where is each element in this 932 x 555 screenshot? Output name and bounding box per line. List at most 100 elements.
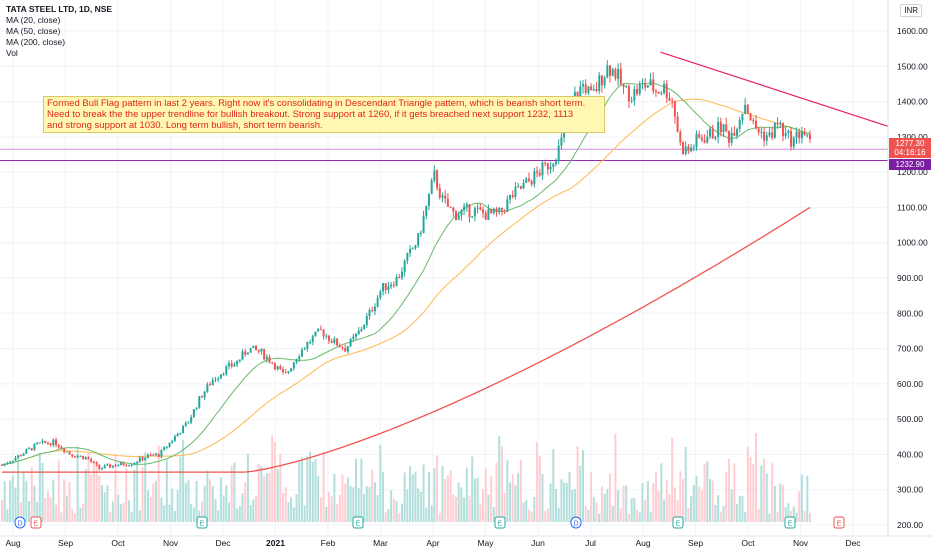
candle-body <box>114 465 117 467</box>
volume-bar <box>657 491 660 522</box>
volume-bar <box>192 507 195 522</box>
candle-body <box>152 454 155 456</box>
volume-bar <box>609 473 612 522</box>
event-marker[interactable] <box>784 516 796 529</box>
time-tick-label: Jun <box>531 538 545 548</box>
volume-bar <box>790 510 793 522</box>
volume-bar <box>55 504 58 522</box>
candle-body <box>157 453 160 457</box>
candle-body <box>471 216 474 218</box>
volume-bar <box>365 486 368 522</box>
volume-bar <box>746 446 749 522</box>
volume-bar <box>163 505 166 522</box>
candle-body <box>309 341 312 343</box>
volume-bar <box>736 504 739 522</box>
volume-bar <box>236 508 239 522</box>
volume-bar <box>563 482 566 522</box>
volume-bar <box>82 503 85 522</box>
volume-bar <box>1 500 3 522</box>
legend-ma20[interactable]: MA (20, close) <box>6 15 61 25</box>
time-tick-label: Dec <box>845 538 861 548</box>
event-marker[interactable] <box>352 516 364 529</box>
candle-body <box>617 68 620 79</box>
candle-body <box>306 342 309 349</box>
candle-body <box>709 128 712 137</box>
trendline <box>660 51 889 127</box>
volume-bar <box>668 494 671 522</box>
candle-body <box>619 68 622 85</box>
volume-bar <box>211 486 214 522</box>
volume-bar <box>249 505 252 522</box>
volume-bar <box>173 510 176 522</box>
event-marker[interactable] <box>672 516 684 529</box>
candle-body <box>379 291 382 298</box>
candle-body <box>636 89 639 94</box>
volume-bar <box>9 480 12 522</box>
candle-body <box>595 89 598 92</box>
volume-bar <box>3 481 6 522</box>
candle-body <box>546 163 549 170</box>
currency-badge[interactable]: INR <box>900 4 922 17</box>
candle-body <box>727 131 730 143</box>
candle-body <box>441 195 444 198</box>
event-marker[interactable] <box>570 516 582 529</box>
candle-body <box>73 456 76 458</box>
candle-body <box>263 349 266 360</box>
volume-bar <box>117 494 120 522</box>
legend-ma50[interactable]: MA (50, close) <box>6 26 61 36</box>
time-tick-label: Feb <box>321 538 336 548</box>
event-marker[interactable] <box>494 516 506 529</box>
descending-trendline[interactable] <box>660 51 889 127</box>
candle-body <box>314 331 317 337</box>
annotation-note[interactable]: Formed Bull Flag pattern in last 2 years… <box>43 96 605 133</box>
event-marker[interactable] <box>14 516 26 529</box>
volume-bar <box>757 509 760 522</box>
volume-bar <box>344 483 347 522</box>
volume-bar <box>176 490 179 522</box>
candle-body <box>236 361 239 365</box>
candle-body <box>584 84 587 93</box>
price-tick-label: 1500.00 <box>897 61 928 71</box>
volume-bar <box>209 479 212 522</box>
event-marker[interactable] <box>833 516 845 529</box>
candle-body <box>603 77 606 86</box>
legend-ma200[interactable]: MA (200, close) <box>6 37 66 47</box>
volume-bar <box>376 495 379 522</box>
candle-body <box>371 309 374 312</box>
candle-body <box>44 440 47 443</box>
candle-body <box>430 180 433 194</box>
volume-bar <box>706 461 709 522</box>
price-tick-label: 1300.00 <box>897 132 928 142</box>
volume-bar <box>427 471 430 522</box>
volume-bar <box>760 465 763 522</box>
volume-bar <box>268 472 271 522</box>
volume-bar <box>76 446 79 522</box>
time-tick-label: 2021 <box>266 538 285 548</box>
candle-body <box>9 461 12 464</box>
candle-body <box>563 128 566 138</box>
event-marker[interactable] <box>196 516 208 529</box>
support-price-tag: 1232.90 <box>889 159 931 170</box>
candle-body <box>346 346 349 352</box>
volume-bar <box>257 463 260 522</box>
candle-body <box>649 79 652 86</box>
candle-body <box>287 371 290 373</box>
candle-body <box>646 85 649 88</box>
candle-body <box>525 178 528 183</box>
symbol-title: TATA STEEL LTD, 1D, NSE <box>6 4 113 14</box>
candle-body <box>684 146 687 155</box>
candle-body <box>17 455 20 458</box>
price-tick-label: 1600.00 <box>897 26 928 36</box>
candle-body <box>722 124 725 133</box>
legend-volume[interactable]: Vol <box>6 48 18 58</box>
candle-body <box>227 363 230 367</box>
volume-bar <box>436 455 439 522</box>
candlesticks <box>1 60 811 471</box>
volume-bar <box>684 447 687 522</box>
volume-bar <box>671 437 674 522</box>
event-marker-label: E <box>34 521 39 528</box>
event-marker[interactable] <box>30 516 42 529</box>
candle-body <box>725 124 728 132</box>
candle-body <box>117 465 120 467</box>
